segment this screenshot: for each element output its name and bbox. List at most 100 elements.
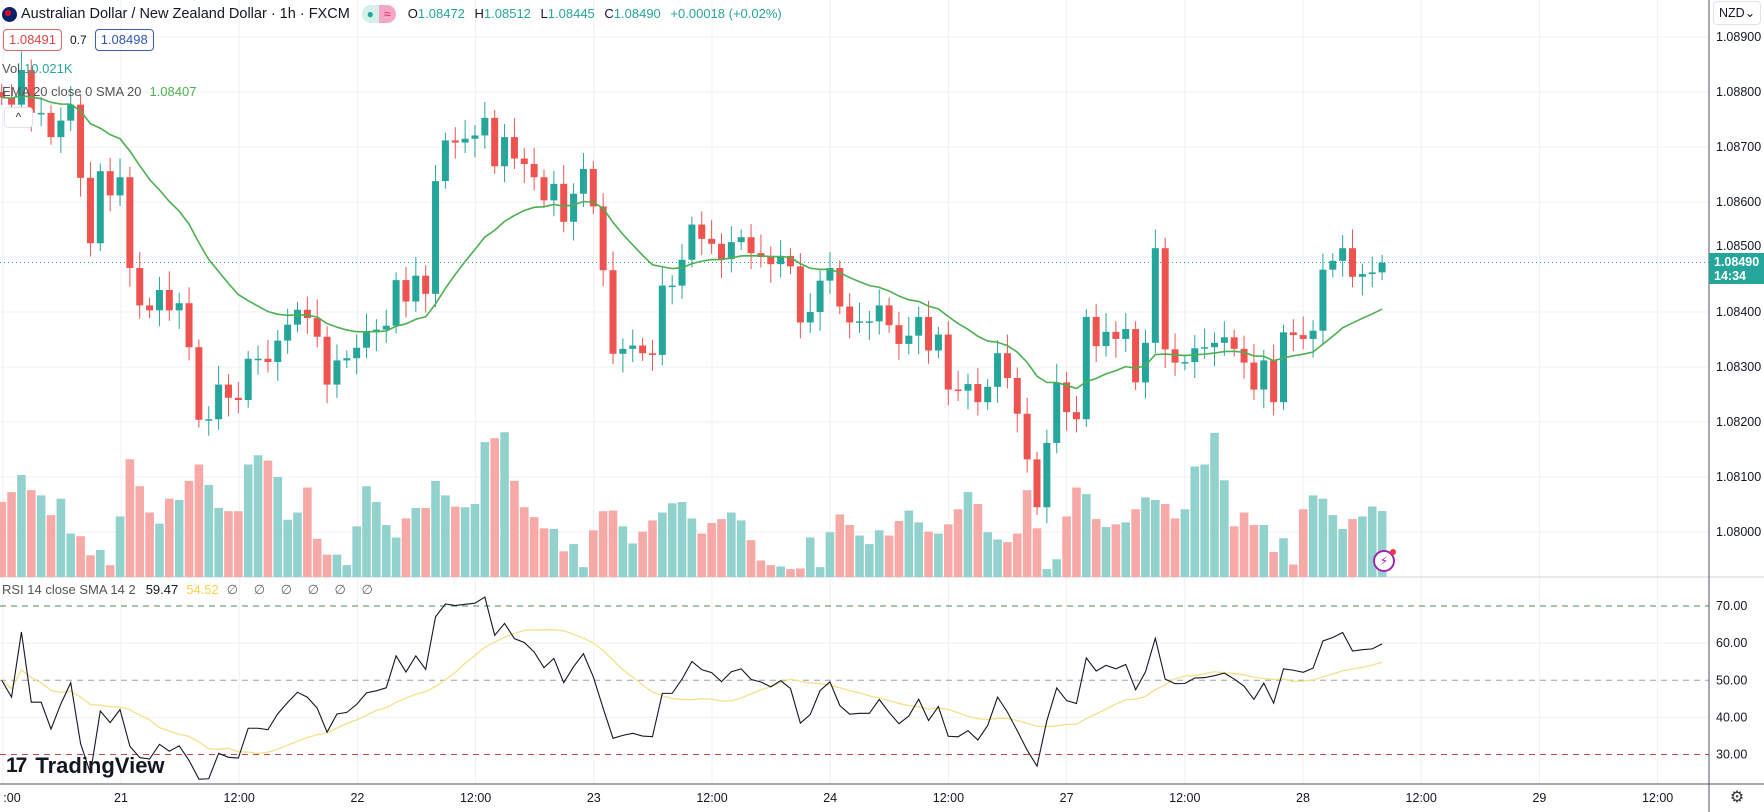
candle [708, 220, 716, 255]
candle [422, 265, 430, 313]
volume-bar [1348, 519, 1357, 577]
candle [1092, 303, 1100, 363]
candle-body [1378, 262, 1386, 273]
candle-body [688, 224, 696, 260]
volume-legend[interactable]: Vol 10.021K [2, 61, 73, 77]
time-axis-label: 12:00 [460, 791, 491, 805]
volume-bar [490, 438, 499, 577]
candle-body [530, 164, 538, 178]
aud-nzd-flag-icon [2, 6, 17, 22]
candle [698, 211, 706, 255]
volume-bar [1259, 525, 1269, 577]
ema-value: 1.08407 [149, 84, 197, 99]
trade-buttons: 1.08491 0.7 1.08498 [3, 29, 154, 51]
candle-body [678, 259, 686, 286]
candle-body [136, 268, 144, 306]
candle [1260, 349, 1268, 409]
candle-body [1270, 360, 1278, 403]
rsi-legend[interactable]: RSI 14 close SMA 14 2 59.47 54.52 ∅ ∅ ∅ … [2, 582, 379, 598]
settings-icon[interactable]: ⚙ [1729, 789, 1745, 806]
candle [0, 84, 6, 106]
market-status-pill[interactable]: ● ≈ [361, 5, 396, 23]
candle [1082, 309, 1090, 427]
candle-body [1260, 360, 1268, 390]
candle-body [806, 312, 814, 323]
volume-bar [510, 480, 519, 577]
candle-body [1240, 348, 1248, 363]
candle-body [1329, 260, 1337, 270]
price-axis-label: 1.08900 [1716, 30, 1761, 44]
lightning-icon[interactable]: ⚡ [1373, 549, 1396, 572]
spread-value: 0.7 [70, 33, 87, 47]
candle [382, 309, 390, 343]
volume-bar [1377, 511, 1387, 577]
candle [1289, 319, 1297, 352]
candle-body [1250, 362, 1258, 390]
candle [1161, 237, 1169, 369]
buy-button[interactable]: 1.08498 [94, 29, 154, 51]
candle-body [1171, 349, 1179, 363]
candle-body [1023, 413, 1031, 460]
candle-body [816, 280, 824, 312]
candle [37, 96, 45, 127]
candle-body [0, 92, 6, 98]
candle-body [313, 318, 321, 337]
volume-bar [983, 532, 992, 577]
volume-bar [1022, 490, 1032, 577]
volume-bar [263, 460, 273, 577]
candle-body [27, 70, 35, 113]
volume-bar [500, 432, 509, 577]
volume-bar [66, 533, 76, 577]
volume-bar [1249, 525, 1259, 577]
tradingview-logo[interactable]: 17 TradingView [6, 753, 165, 779]
candle [86, 161, 94, 257]
candle-body [382, 325, 390, 330]
candle [205, 406, 213, 436]
candle [560, 165, 568, 233]
candle [343, 350, 351, 369]
candle-body [856, 321, 864, 323]
ema-line [1, 94, 1383, 390]
candle [1053, 363, 1061, 454]
volume-bar [115, 516, 125, 577]
collapse-legend-button[interactable]: ^ [4, 107, 33, 128]
candle-body [520, 158, 528, 165]
volume-bar [874, 530, 884, 577]
candle [905, 316, 913, 355]
candle [491, 110, 499, 174]
candle [1072, 396, 1080, 433]
market-open-dot-icon: ● [361, 5, 379, 23]
price-axis-label: 1.08100 [1716, 470, 1761, 484]
volume-bar [628, 543, 638, 577]
volume-bar [1091, 519, 1101, 577]
volume-bar [1121, 522, 1131, 577]
volume-bar [470, 503, 480, 577]
candle [550, 170, 558, 217]
volume-bar [342, 565, 352, 577]
volume-bar [618, 526, 628, 577]
candle-body [284, 324, 292, 341]
candle [1141, 329, 1149, 399]
candle [747, 224, 755, 270]
candle-body [86, 177, 94, 244]
symbol-title[interactable]: Australian Dollar / New Zealand Dollar ·… [21, 6, 350, 22]
candle [215, 365, 223, 430]
volume-bar [1367, 506, 1377, 577]
candle [402, 266, 410, 318]
ema-legend[interactable]: EMA 20 close 0 SMA 20 1.08407 [2, 84, 196, 100]
currency-select[interactable]: NZD ⌄ [1713, 1, 1761, 25]
volume-bar [914, 522, 923, 577]
candle [412, 257, 420, 312]
volume-bar [559, 551, 569, 577]
low-value: 1.08445 [547, 6, 595, 21]
candle [432, 165, 440, 308]
volume-bar [214, 507, 223, 577]
candle [1230, 329, 1238, 357]
candle [1102, 313, 1110, 357]
candle-body [244, 358, 252, 400]
sell-button[interactable]: 1.08491 [3, 29, 62, 51]
close-label: C [604, 6, 614, 21]
candle-body [925, 316, 933, 351]
volume-label: Vol [2, 61, 21, 76]
